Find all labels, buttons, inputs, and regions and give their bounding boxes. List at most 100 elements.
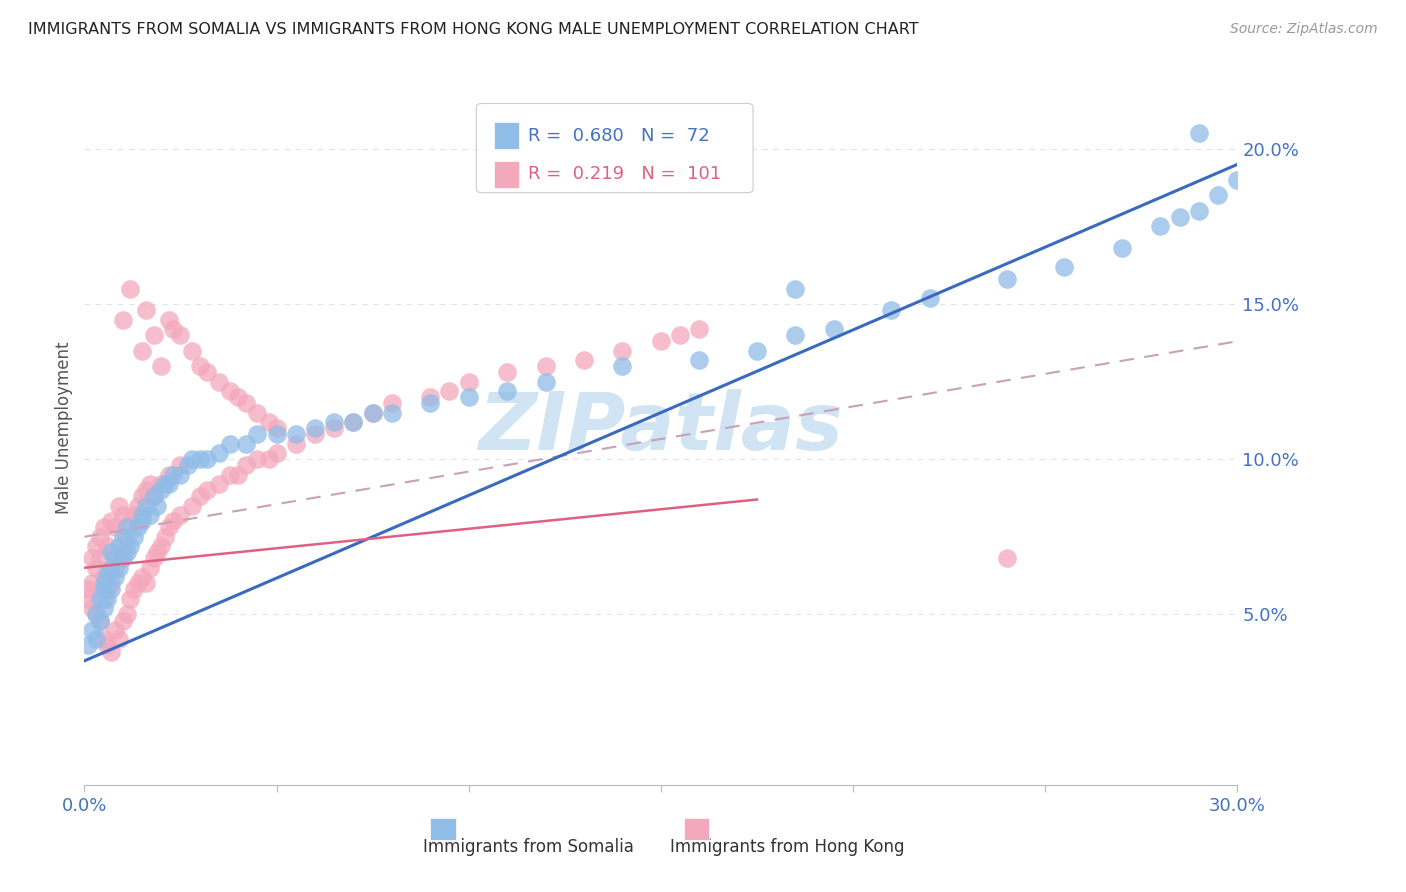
Point bbox=[100, 576, 122, 591]
Point bbox=[150, 359, 173, 373]
Point bbox=[120, 539, 142, 553]
Point bbox=[534, 375, 557, 389]
Point bbox=[995, 272, 1018, 286]
Point bbox=[111, 614, 134, 628]
Point bbox=[219, 384, 242, 398]
Point bbox=[111, 551, 134, 566]
Point bbox=[169, 328, 191, 343]
Point bbox=[84, 561, 107, 575]
Point bbox=[100, 582, 122, 597]
Point bbox=[162, 514, 184, 528]
Point bbox=[181, 452, 204, 467]
Point bbox=[169, 458, 191, 473]
Point bbox=[111, 530, 134, 544]
Point bbox=[84, 539, 107, 553]
Point bbox=[108, 561, 131, 575]
Point bbox=[157, 467, 180, 482]
Point bbox=[108, 551, 131, 566]
Point bbox=[93, 570, 115, 584]
Point bbox=[138, 508, 160, 522]
Point bbox=[235, 458, 257, 473]
Point bbox=[188, 490, 211, 504]
Point bbox=[688, 322, 710, 336]
Point bbox=[226, 467, 249, 482]
Point bbox=[669, 328, 692, 343]
Point bbox=[266, 421, 288, 435]
Point bbox=[342, 415, 364, 429]
Point bbox=[246, 452, 269, 467]
Point bbox=[111, 545, 134, 559]
Point bbox=[93, 576, 115, 591]
Point bbox=[188, 452, 211, 467]
Point bbox=[135, 483, 157, 498]
Point bbox=[361, 406, 384, 420]
Point bbox=[219, 467, 242, 482]
Point bbox=[104, 623, 127, 637]
Text: Immigrants from Hong Kong: Immigrants from Hong Kong bbox=[671, 838, 905, 856]
Point bbox=[208, 375, 231, 389]
Point bbox=[108, 499, 131, 513]
Point bbox=[1149, 219, 1171, 234]
Point bbox=[124, 530, 146, 544]
Point bbox=[612, 343, 634, 358]
Point bbox=[104, 520, 127, 534]
Point bbox=[124, 582, 146, 597]
Point bbox=[142, 551, 165, 566]
Point bbox=[1188, 204, 1211, 219]
Point bbox=[135, 499, 157, 513]
Point bbox=[284, 436, 307, 450]
Point bbox=[304, 427, 326, 442]
Point bbox=[153, 530, 176, 544]
Point bbox=[381, 406, 404, 420]
Point bbox=[150, 539, 173, 553]
Point bbox=[127, 576, 149, 591]
Point bbox=[381, 396, 404, 410]
Point bbox=[181, 343, 204, 358]
Point bbox=[93, 591, 115, 606]
Point bbox=[100, 545, 122, 559]
Point bbox=[77, 638, 100, 652]
Point bbox=[131, 570, 153, 584]
Point bbox=[93, 632, 115, 647]
Point bbox=[142, 490, 165, 504]
Point bbox=[246, 427, 269, 442]
Point bbox=[80, 601, 103, 615]
Point bbox=[120, 281, 142, 295]
FancyBboxPatch shape bbox=[683, 819, 709, 840]
Text: Immigrants from Somalia: Immigrants from Somalia bbox=[423, 838, 634, 856]
Point bbox=[131, 490, 153, 504]
Point bbox=[135, 303, 157, 318]
Point bbox=[181, 499, 204, 513]
Point bbox=[89, 591, 111, 606]
Point bbox=[115, 607, 138, 622]
Y-axis label: Male Unemployment: Male Unemployment bbox=[55, 342, 73, 515]
Point bbox=[688, 352, 710, 367]
Point bbox=[93, 520, 115, 534]
Point bbox=[995, 551, 1018, 566]
Point bbox=[195, 483, 218, 498]
FancyBboxPatch shape bbox=[494, 122, 519, 149]
Point bbox=[572, 352, 595, 367]
Point bbox=[419, 390, 441, 404]
Point bbox=[150, 477, 173, 491]
Point bbox=[1053, 260, 1076, 274]
Point bbox=[235, 436, 257, 450]
Text: ZIPatlas: ZIPatlas bbox=[478, 389, 844, 467]
Point bbox=[169, 467, 191, 482]
Point bbox=[104, 570, 127, 584]
Point bbox=[131, 508, 153, 522]
Point bbox=[100, 644, 122, 658]
Point bbox=[650, 334, 672, 349]
Point bbox=[146, 499, 169, 513]
Point bbox=[84, 607, 107, 622]
Point bbox=[96, 638, 118, 652]
Point bbox=[246, 406, 269, 420]
Point bbox=[77, 591, 100, 606]
Point bbox=[534, 359, 557, 373]
Point bbox=[157, 312, 180, 326]
Point bbox=[162, 322, 184, 336]
Point bbox=[918, 291, 941, 305]
Text: R =  0.219   N =  101: R = 0.219 N = 101 bbox=[529, 165, 721, 184]
Point bbox=[120, 514, 142, 528]
Point bbox=[96, 539, 118, 553]
